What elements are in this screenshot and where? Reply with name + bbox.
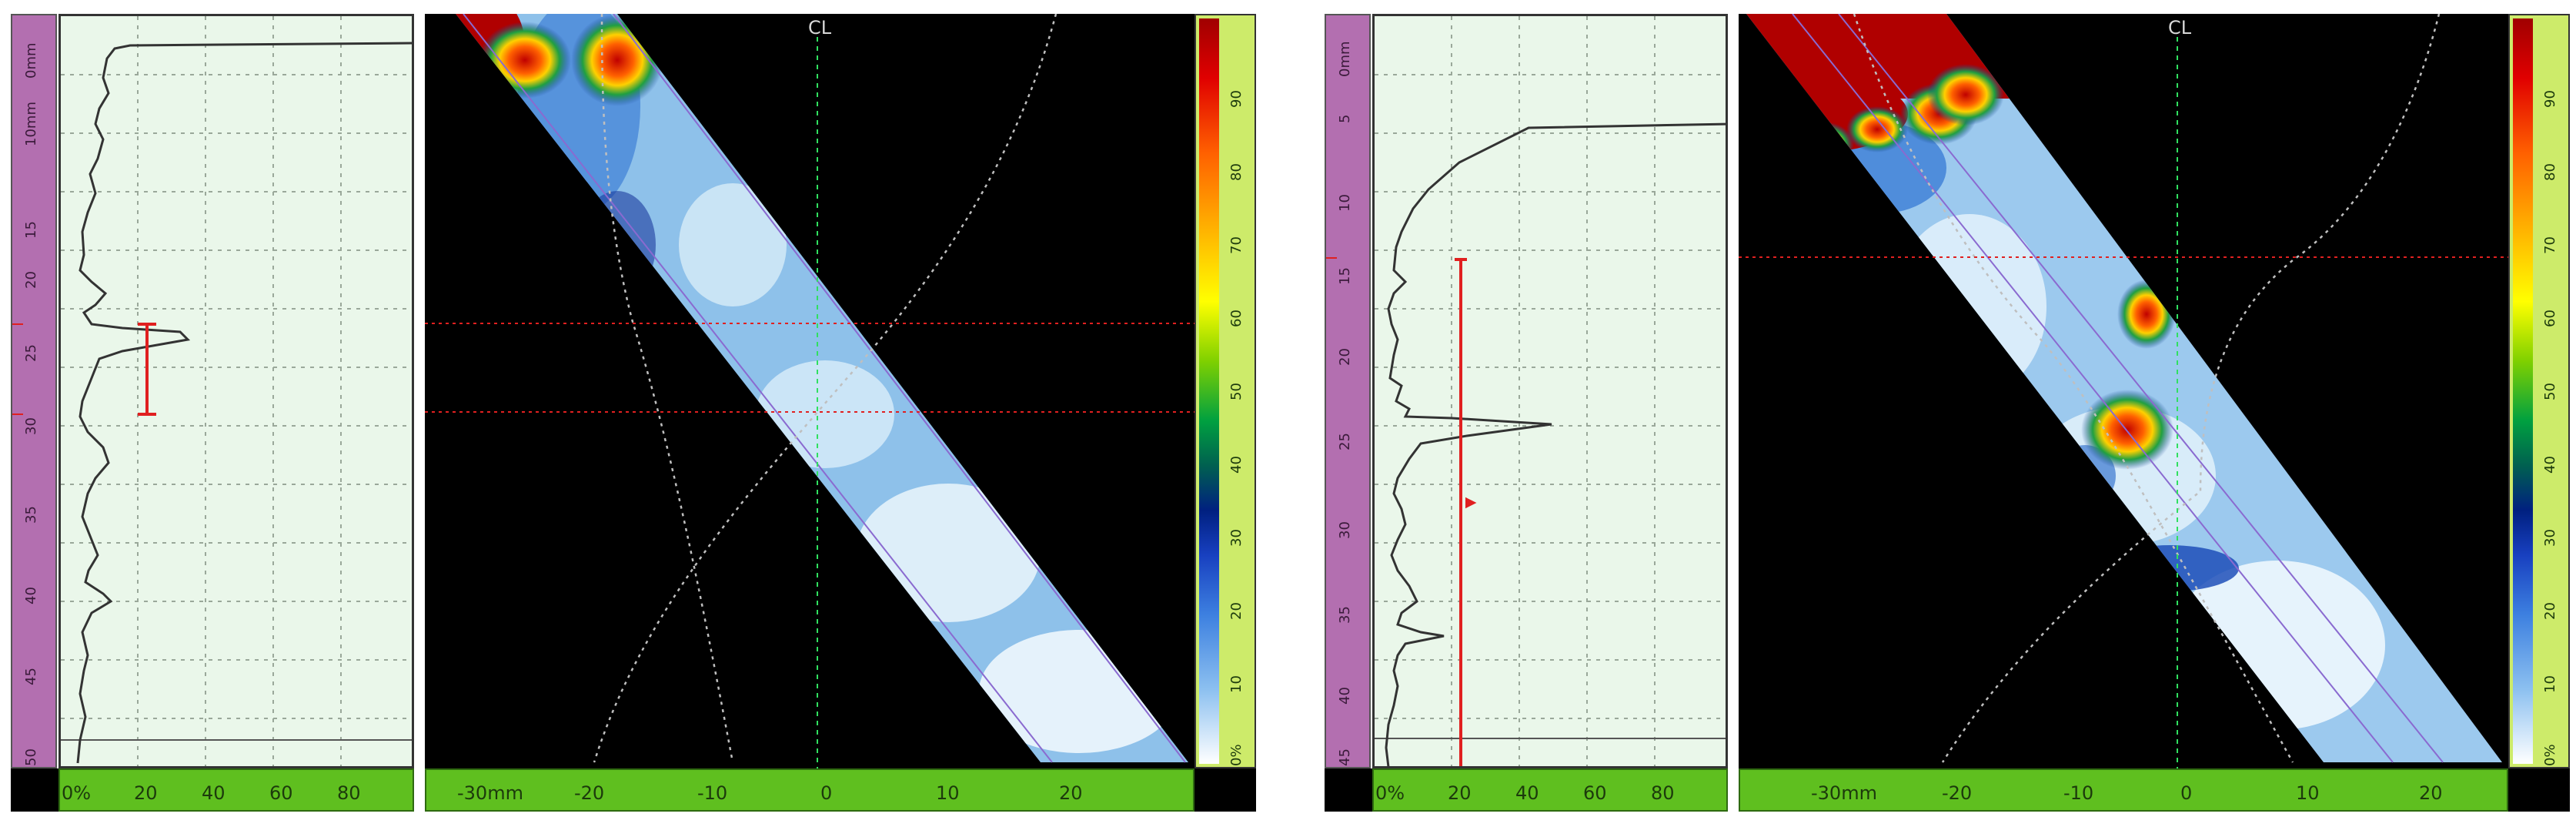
color-tick-label: 40 xyxy=(1228,456,1245,474)
depth-tick-label: 40 xyxy=(23,587,39,604)
color-scale[interactable]: 0% 10 20 30 40 50 60 70 80 90 xyxy=(2508,14,2570,768)
amp-tick-label: 80 xyxy=(337,782,361,804)
color-tick-label: 10 xyxy=(2542,675,2558,693)
depth-ruler[interactable]: 0mm 10mm 15 20 25 30 35 40 45 50 xyxy=(11,14,57,768)
index-tick-label: 0 xyxy=(2180,782,2193,804)
depth-tick-label: 25 xyxy=(1337,433,1353,450)
color-tick-label: 60 xyxy=(1228,310,1245,327)
color-gradient xyxy=(2513,18,2533,764)
depth-ruler[interactable]: 0mm 5 10 15 20 25 30 35 40 45 xyxy=(1325,14,1371,768)
index-tick-label: 20 xyxy=(1059,782,1083,804)
color-tick-label: 80 xyxy=(2542,163,2558,181)
corner-block xyxy=(1194,768,1256,812)
corner-block xyxy=(11,768,58,812)
depth-cursor-marker xyxy=(1326,257,1337,259)
ascan-plot xyxy=(1375,16,1726,766)
depth-tick-label: 30 xyxy=(23,417,39,435)
depth-tick-label: 45 xyxy=(23,668,39,685)
color-tick-label: 50 xyxy=(2542,383,2558,400)
sscan-view[interactable]: CL xyxy=(425,14,1194,768)
ascan-view[interactable] xyxy=(58,14,414,768)
depth-tick-label: 25 xyxy=(23,344,39,362)
depth-tick-label: 45 xyxy=(1337,748,1353,766)
color-tick-label: 80 xyxy=(1228,163,1245,181)
sscan-image xyxy=(425,14,1194,768)
depth-tick-label: 0mm xyxy=(1337,41,1353,77)
index-tick-label: 10 xyxy=(2296,782,2320,804)
color-gradient xyxy=(1199,18,1219,764)
ut-panel-left: 0mm 10mm 15 20 25 30 35 40 45 50 xyxy=(0,0,1262,837)
depth-tick-label: 50 xyxy=(23,748,39,766)
amp-tick-label: 0% xyxy=(62,782,92,804)
color-tick-label: 20 xyxy=(2542,602,2558,620)
depth-tick-label: 15 xyxy=(23,221,39,239)
depth-tick-label: 30 xyxy=(1337,521,1353,539)
depth-cursor-marker xyxy=(12,413,23,415)
ascan-waveform xyxy=(76,42,412,764)
amp-tick-label: 60 xyxy=(1583,782,1607,804)
color-tick-label: 40 xyxy=(2542,456,2558,474)
color-scale[interactable]: 0% 10 20 30 40 50 60 70 80 90 xyxy=(1194,14,1256,768)
index-tick-label: -20 xyxy=(574,782,605,804)
color-tick-label: 90 xyxy=(2542,90,2558,108)
color-tick-label: 60 xyxy=(2542,310,2558,327)
sscan-view[interactable]: CL xyxy=(1739,14,2508,768)
amp-tick-label: 20 xyxy=(134,782,158,804)
depth-tick-label: 5 xyxy=(1337,114,1353,123)
depth-tick-label: 35 xyxy=(1337,606,1353,624)
index-tick-label: -30mm xyxy=(457,782,523,804)
amp-tick-label: 20 xyxy=(1448,782,1472,804)
index-tick-label: -10 xyxy=(697,782,728,804)
amp-tick-label: 80 xyxy=(1651,782,1675,804)
ascan-plot xyxy=(61,16,412,766)
corner-block xyxy=(1325,768,1372,812)
depth-tick-label: 15 xyxy=(1337,267,1353,285)
ascan-view[interactable] xyxy=(1372,14,1728,768)
index-tick-label: 20 xyxy=(2419,782,2443,804)
depth-tick-label: 40 xyxy=(1337,687,1353,705)
sscan-image xyxy=(1739,14,2508,768)
color-tick-label: 70 xyxy=(1228,236,1245,254)
centerline-label: CL xyxy=(2168,17,2192,39)
depth-cursor-marker xyxy=(12,323,23,325)
ascan-waveform xyxy=(1385,122,1726,766)
color-tick-label: 90 xyxy=(1228,90,1245,108)
color-tick-label: 10 xyxy=(1228,675,1245,693)
color-tick-label: 50 xyxy=(1228,383,1245,400)
amplitude-ruler[interactable]: 0% 20 40 60 80 xyxy=(58,768,414,812)
depth-tick-label: 20 xyxy=(1337,348,1353,366)
color-tick-label: 30 xyxy=(1228,529,1245,547)
index-tick-label: 0 xyxy=(820,782,833,804)
ut-panel-right: 0mm 5 10 15 20 25 30 35 40 45 xyxy=(1314,0,2576,837)
color-tick-label: 30 xyxy=(2542,529,2558,547)
amp-tick-label: 0% xyxy=(1375,782,1405,804)
color-tick-label: 20 xyxy=(1228,602,1245,620)
index-tick-label: -20 xyxy=(1942,782,1973,804)
amplitude-ruler[interactable]: 0% 20 40 60 80 xyxy=(1372,768,1728,812)
amp-tick-label: 40 xyxy=(1515,782,1539,804)
index-tick-label: -10 xyxy=(2063,782,2094,804)
color-tick-label: 0% xyxy=(1228,744,1245,766)
depth-tick-label: 10mm xyxy=(23,102,39,146)
amp-tick-label: 40 xyxy=(202,782,226,804)
index-tick-label: 10 xyxy=(936,782,960,804)
corner-block xyxy=(2508,768,2570,812)
color-tick-label: 0% xyxy=(2542,744,2558,766)
index-ruler[interactable]: -30mm -20 -10 0 10 20 xyxy=(425,768,1194,812)
index-tick-label: -30mm xyxy=(1811,782,1877,804)
depth-tick-label: 0mm xyxy=(23,42,39,79)
depth-tick-label: 35 xyxy=(23,506,39,524)
index-ruler[interactable]: -30mm -20 -10 0 10 20 xyxy=(1739,768,2508,812)
depth-tick-label: 20 xyxy=(23,271,39,289)
amp-tick-label: 60 xyxy=(269,782,293,804)
color-tick-label: 70 xyxy=(2542,236,2558,254)
centerline-label: CL xyxy=(808,17,832,39)
depth-tick-label: 10 xyxy=(1337,194,1353,212)
